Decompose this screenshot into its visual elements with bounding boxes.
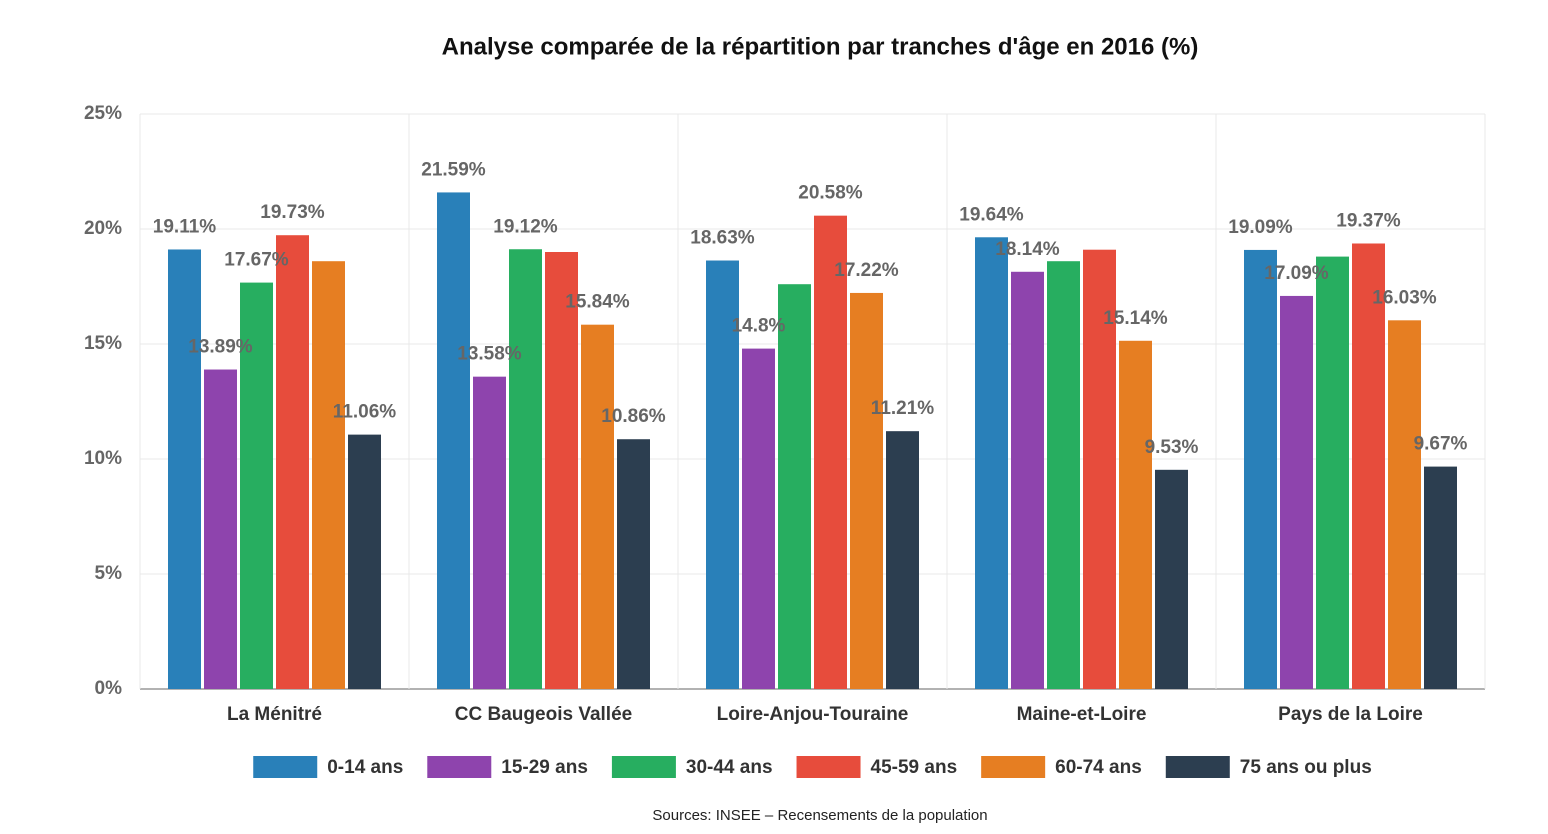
- data-label: 19.64%: [959, 204, 1024, 225]
- legend-item[interactable]: 30-44 ans: [611, 756, 773, 778]
- bar: [1280, 295, 1313, 689]
- x-tick-label: Loire-Anjou-Touraine: [717, 704, 909, 725]
- bar: [473, 376, 506, 689]
- legend-item[interactable]: 60-74 ans: [981, 756, 1142, 778]
- bar: [1244, 249, 1277, 689]
- data-label: 9.53%: [1145, 437, 1199, 458]
- y-tick-label: 0%: [95, 678, 123, 699]
- bar: [850, 292, 883, 689]
- data-label: 18.14%: [995, 239, 1060, 260]
- legend-item[interactable]: 75 ans ou plus: [1165, 756, 1372, 778]
- bar: [348, 434, 381, 689]
- data-label: 10.86%: [601, 406, 666, 427]
- legend-swatch: [253, 756, 318, 778]
- data-label: 19.12%: [493, 216, 558, 237]
- legend-label: 60-74 ans: [1055, 757, 1142, 778]
- y-tick-label: 15%: [84, 333, 122, 354]
- bar: [312, 261, 345, 689]
- legend-swatch: [1165, 756, 1230, 778]
- data-label: 14.8%: [732, 316, 786, 337]
- y-tick-label: 10%: [84, 448, 122, 469]
- y-tick-label: 20%: [84, 218, 122, 239]
- data-label: 11.06%: [333, 402, 396, 423]
- x-tick-label: CC Baugeois Vallée: [455, 704, 632, 725]
- data-label: 19.11%: [153, 216, 216, 237]
- data-label: 21.59%: [421, 159, 486, 180]
- bar: [1119, 340, 1152, 689]
- bar: [706, 260, 739, 689]
- bar: [742, 348, 775, 689]
- legend-label: 0-14 ans: [327, 757, 403, 778]
- bar: [204, 369, 237, 689]
- bar: [617, 439, 650, 689]
- source: Sources: INSEE – Recensements de la popu…: [652, 807, 987, 824]
- legend-item[interactable]: 0-14 ans: [253, 756, 403, 778]
- bar: [509, 249, 542, 690]
- data-label: 18.63%: [690, 228, 755, 249]
- bar: [1352, 243, 1385, 690]
- x-tick-label: Maine-et-Loire: [1017, 704, 1147, 725]
- legend-item[interactable]: 15-29 ans: [427, 756, 588, 778]
- data-label: 20.58%: [798, 183, 863, 204]
- data-label: 19.09%: [1228, 217, 1293, 238]
- legend-swatch: [981, 756, 1046, 778]
- bar: [168, 249, 201, 689]
- data-label: 19.73%: [260, 202, 325, 223]
- bar: [814, 215, 847, 689]
- data-label: 15.84%: [565, 292, 630, 313]
- data-label: 13.89%: [188, 337, 253, 358]
- bar: [1388, 320, 1421, 689]
- bar: [1083, 249, 1116, 689]
- x-tick-label: Pays de la Loire: [1278, 704, 1423, 725]
- data-label: 11.21%: [871, 398, 934, 419]
- legend-label: 30-44 ans: [686, 757, 773, 778]
- bar: [437, 192, 470, 689]
- chart-title: Analyse comparée de la répartition par t…: [442, 33, 1199, 60]
- data-label: 15.14%: [1103, 308, 1168, 329]
- bar: [581, 324, 614, 689]
- legend-label: 45-59 ans: [871, 757, 958, 778]
- bar: [1424, 466, 1457, 689]
- bar: [1011, 271, 1044, 689]
- x-tick-label: La Ménitré: [227, 704, 322, 725]
- bar: [545, 252, 578, 689]
- data-label: 17.67%: [224, 250, 289, 271]
- legend-swatch: [796, 756, 861, 778]
- y-tick-label: 5%: [95, 563, 123, 584]
- data-label: 16.03%: [1372, 287, 1437, 308]
- bar: [276, 235, 309, 689]
- bar: [240, 282, 273, 689]
- data-label: 9.67%: [1414, 434, 1468, 455]
- legend-label: 75 ans ou plus: [1240, 757, 1372, 778]
- bar: [886, 431, 919, 689]
- legend-swatch: [611, 756, 676, 778]
- data-label: 17.09%: [1264, 263, 1329, 284]
- legend-label: 15-29 ans: [501, 757, 588, 778]
- bar: [975, 237, 1008, 689]
- bar: [778, 284, 811, 689]
- legend-item[interactable]: 45-59 ans: [796, 756, 958, 778]
- bar: [1047, 261, 1080, 689]
- bar: [1155, 469, 1188, 689]
- bar: [1316, 256, 1349, 689]
- data-label: 13.58%: [457, 344, 522, 365]
- data-label: 17.22%: [834, 260, 899, 281]
- legend-swatch: [427, 756, 492, 778]
- data-label: 19.37%: [1336, 211, 1401, 232]
- y-tick-label: 25%: [84, 103, 122, 124]
